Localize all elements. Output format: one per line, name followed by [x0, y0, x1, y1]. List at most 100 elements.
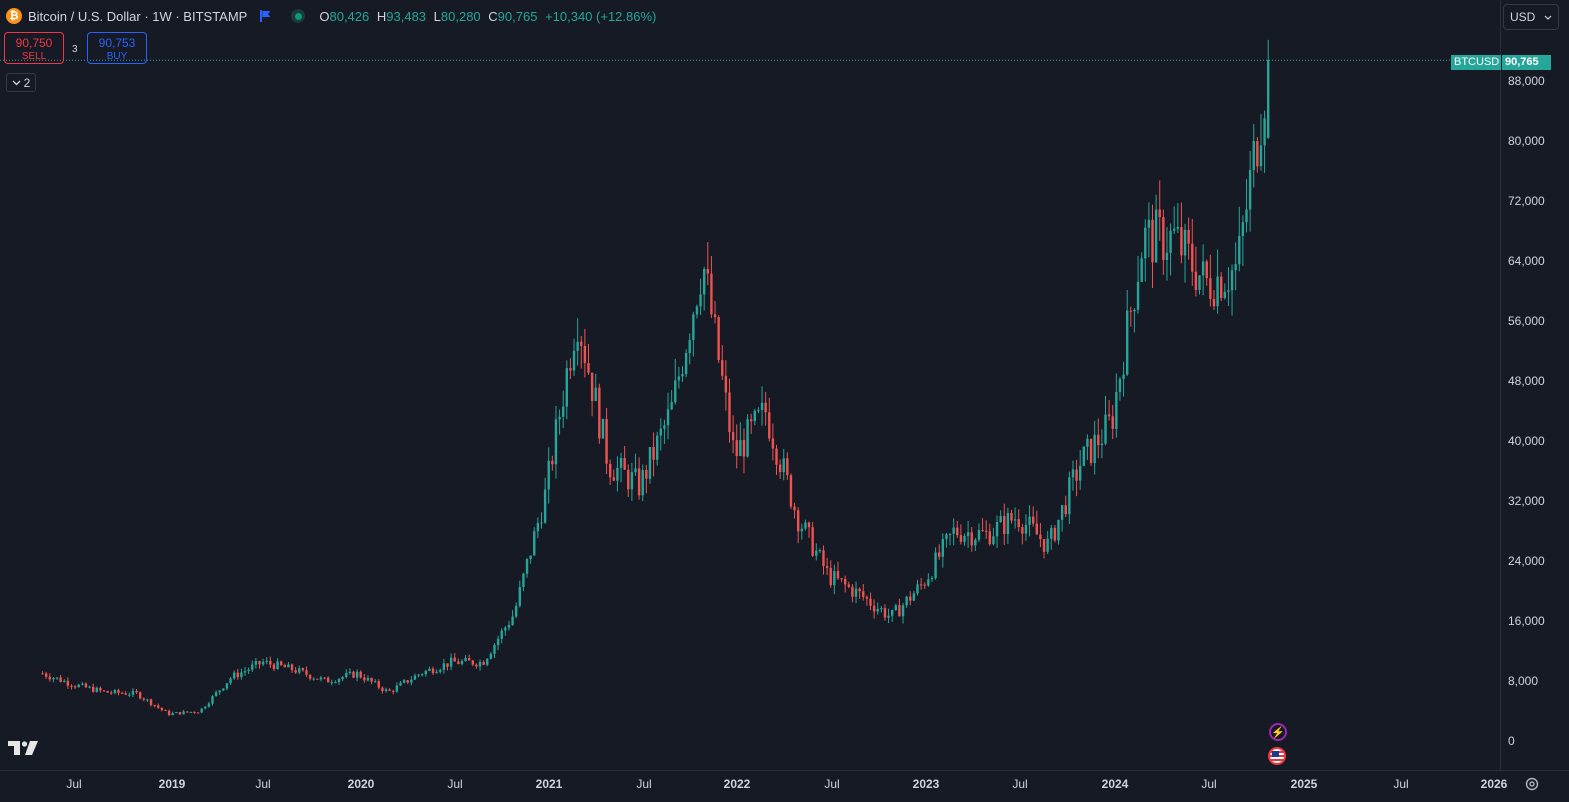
candle-body	[1093, 434, 1096, 463]
candle-body	[265, 660, 268, 662]
candle-body	[540, 522, 543, 524]
gear-icon[interactable]	[1523, 775, 1541, 793]
tradingview-logo-icon[interactable]	[8, 740, 40, 756]
candle-body	[182, 711, 185, 715]
time-axis-tick-label: 2024	[1102, 777, 1129, 791]
candle-body	[475, 664, 478, 667]
candle-body	[207, 703, 211, 707]
candle-body	[52, 678, 55, 680]
candle-body	[1212, 298, 1216, 307]
candle-body	[464, 658, 467, 662]
chevron-down-icon	[1544, 15, 1552, 20]
candle-body	[977, 530, 981, 540]
candle-body	[1046, 538, 1049, 552]
buy-label: BUY	[106, 51, 128, 62]
candle-body	[833, 571, 836, 586]
candle-body	[988, 531, 992, 545]
candle-body	[565, 368, 569, 407]
buy-button[interactable]: 90,753 BUY	[87, 32, 147, 64]
candle-body	[478, 661, 482, 667]
candle-body	[630, 472, 634, 490]
candle-body	[334, 682, 337, 684]
candle-body	[1144, 227, 1147, 259]
currency-selector[interactable]: USD	[1503, 4, 1559, 30]
candle-body	[952, 527, 955, 534]
candle-body	[851, 586, 854, 597]
candle-body	[1180, 227, 1183, 256]
candle-body	[1115, 392, 1118, 429]
indicators-count: 2	[23, 75, 31, 90]
candle-body	[453, 657, 456, 662]
candle-body	[547, 460, 550, 490]
candle-body	[424, 670, 427, 675]
candle-body	[117, 690, 120, 693]
lightning-event-icon[interactable]: ⚡	[1269, 723, 1287, 741]
candle-body	[612, 477, 616, 481]
candle-body	[243, 671, 247, 673]
candle-body	[113, 690, 117, 694]
us-economic-event-icon[interactable]	[1268, 747, 1286, 765]
candle-body	[634, 468, 637, 473]
candle-body	[927, 579, 930, 586]
time-axis-tick-label: Jul	[1201, 777, 1216, 791]
time-axis-tick-label: Jul	[824, 777, 839, 791]
candle-body	[413, 675, 417, 680]
candle-body	[674, 380, 677, 403]
candle-body	[536, 523, 540, 532]
candle-body	[171, 713, 174, 716]
candle-body	[251, 664, 254, 670]
candle-body	[587, 363, 590, 373]
price-axis-tick-label: 24,000	[1508, 554, 1545, 568]
candle-body	[1266, 60, 1270, 138]
candle-body	[326, 677, 330, 683]
candle-body	[746, 419, 749, 457]
candle-body	[417, 674, 420, 676]
sell-button[interactable]: 90,750 SELL	[4, 32, 64, 64]
market-status-icon[interactable]	[291, 9, 306, 23]
candle-body	[1104, 414, 1107, 444]
candle-body	[605, 418, 608, 464]
price-axis-tick-label: 56,000	[1508, 314, 1545, 328]
candle-body	[695, 306, 699, 315]
candle-body	[616, 467, 619, 481]
candle-body	[1021, 527, 1024, 534]
candle-body	[258, 661, 261, 665]
candle-body	[1125, 310, 1129, 375]
candle-body	[232, 672, 236, 679]
candle-body	[847, 584, 851, 587]
time-axis-tick-label: Jul	[636, 777, 651, 791]
candle-body	[138, 692, 142, 699]
candle-body	[912, 593, 916, 601]
candle-body	[887, 615, 890, 618]
indicators-toggle-button[interactable]: 2	[6, 73, 36, 92]
flag-icon[interactable]	[259, 10, 271, 22]
candle-body	[627, 469, 630, 490]
candle-body	[594, 387, 597, 402]
candle-body	[869, 598, 872, 606]
price-axis-tick-label: 88,000	[1508, 74, 1545, 88]
candle-body	[1238, 236, 1241, 265]
symbol-title[interactable]: Bitcoin / U.S. Dollar · 1W · BITSTAMP	[28, 8, 248, 24]
candle-body	[1089, 438, 1093, 463]
candle-body	[1201, 261, 1205, 276]
candle-body	[178, 712, 182, 715]
candle-body	[160, 707, 164, 710]
candle-body	[529, 555, 532, 559]
candle-body	[522, 573, 525, 587]
candle-body	[167, 710, 171, 716]
candle-body	[467, 658, 471, 661]
ohlc-change: +10,340 (+12.86%)	[545, 8, 657, 24]
candle-body	[305, 670, 308, 675]
candle-body	[894, 605, 898, 610]
candle-body	[749, 419, 753, 422]
candle-body	[659, 428, 663, 436]
candle-body	[319, 677, 323, 680]
candle-body	[196, 712, 200, 714]
candle-body	[702, 269, 706, 295]
candle-body	[995, 521, 999, 537]
candle-body	[384, 689, 388, 692]
candle-body	[142, 698, 145, 700]
time-axis-tick-label: Jul	[1393, 777, 1408, 791]
candle-body	[768, 412, 771, 439]
